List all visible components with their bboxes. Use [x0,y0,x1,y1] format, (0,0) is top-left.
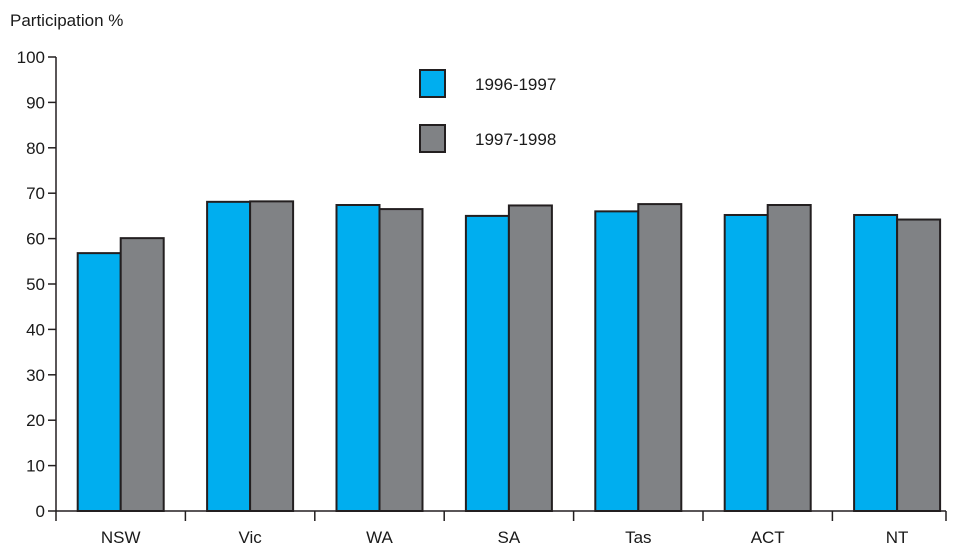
y-tick-label: 80 [26,139,45,158]
y-tick-label: 50 [26,275,45,294]
y-tick-label: 100 [17,48,45,67]
legend: 1996-1997 1997-1998 [419,69,556,153]
x-tick-label: WA [366,528,393,547]
y-tick-label: 30 [26,366,45,385]
y-tick-label: 60 [26,230,45,249]
bar-sa-1996-1997 [464,214,510,512]
bar-nsw-1997-1998 [119,237,165,512]
bar-wa-1996-1997 [335,204,381,512]
y-tick-label: 10 [26,457,45,476]
bar-nsw-1996-1997 [76,252,122,513]
legend-swatch [419,69,446,98]
legend-swatch [419,124,446,153]
bar-act-1997-1998 [766,204,812,512]
x-tick-label: ACT [751,528,785,547]
y-tick-label: 40 [26,320,45,339]
bar-vic-1997-1998 [249,200,295,512]
legend-label: 1997-1998 [475,130,556,149]
y-axis-title: Participation % [10,11,123,30]
x-tick-label: SA [498,528,521,547]
x-tick-label: NT [886,528,909,547]
y-tick-label: 90 [26,93,45,112]
x-axis: NSW Vic WA SA Tas ACT NT [55,510,947,547]
bar-nt-1996-1997 [853,213,899,512]
x-tick-label: NSW [101,528,141,547]
legend-label: 1996-1997 [475,75,556,94]
bar-sa-1997-1998 [507,204,553,512]
bar-vic-1996-1997 [206,200,252,513]
x-tick-label: Tas [625,528,651,547]
bar-act-1996-1997 [723,213,769,512]
y-tick-label: 70 [26,184,45,203]
y-axis: 0 10 20 30 40 50 60 70 80 90 100 [17,48,57,521]
bar-tas-1997-1998 [637,203,683,512]
bars [76,200,942,513]
bar-wa-1997-1998 [378,208,424,512]
bar-nt-1997-1998 [896,218,942,512]
y-tick-label: 20 [26,411,45,430]
y-tick-label: 0 [36,502,45,521]
x-tick-label: Vic [238,528,262,547]
bar-tas-1996-1997 [594,210,640,513]
